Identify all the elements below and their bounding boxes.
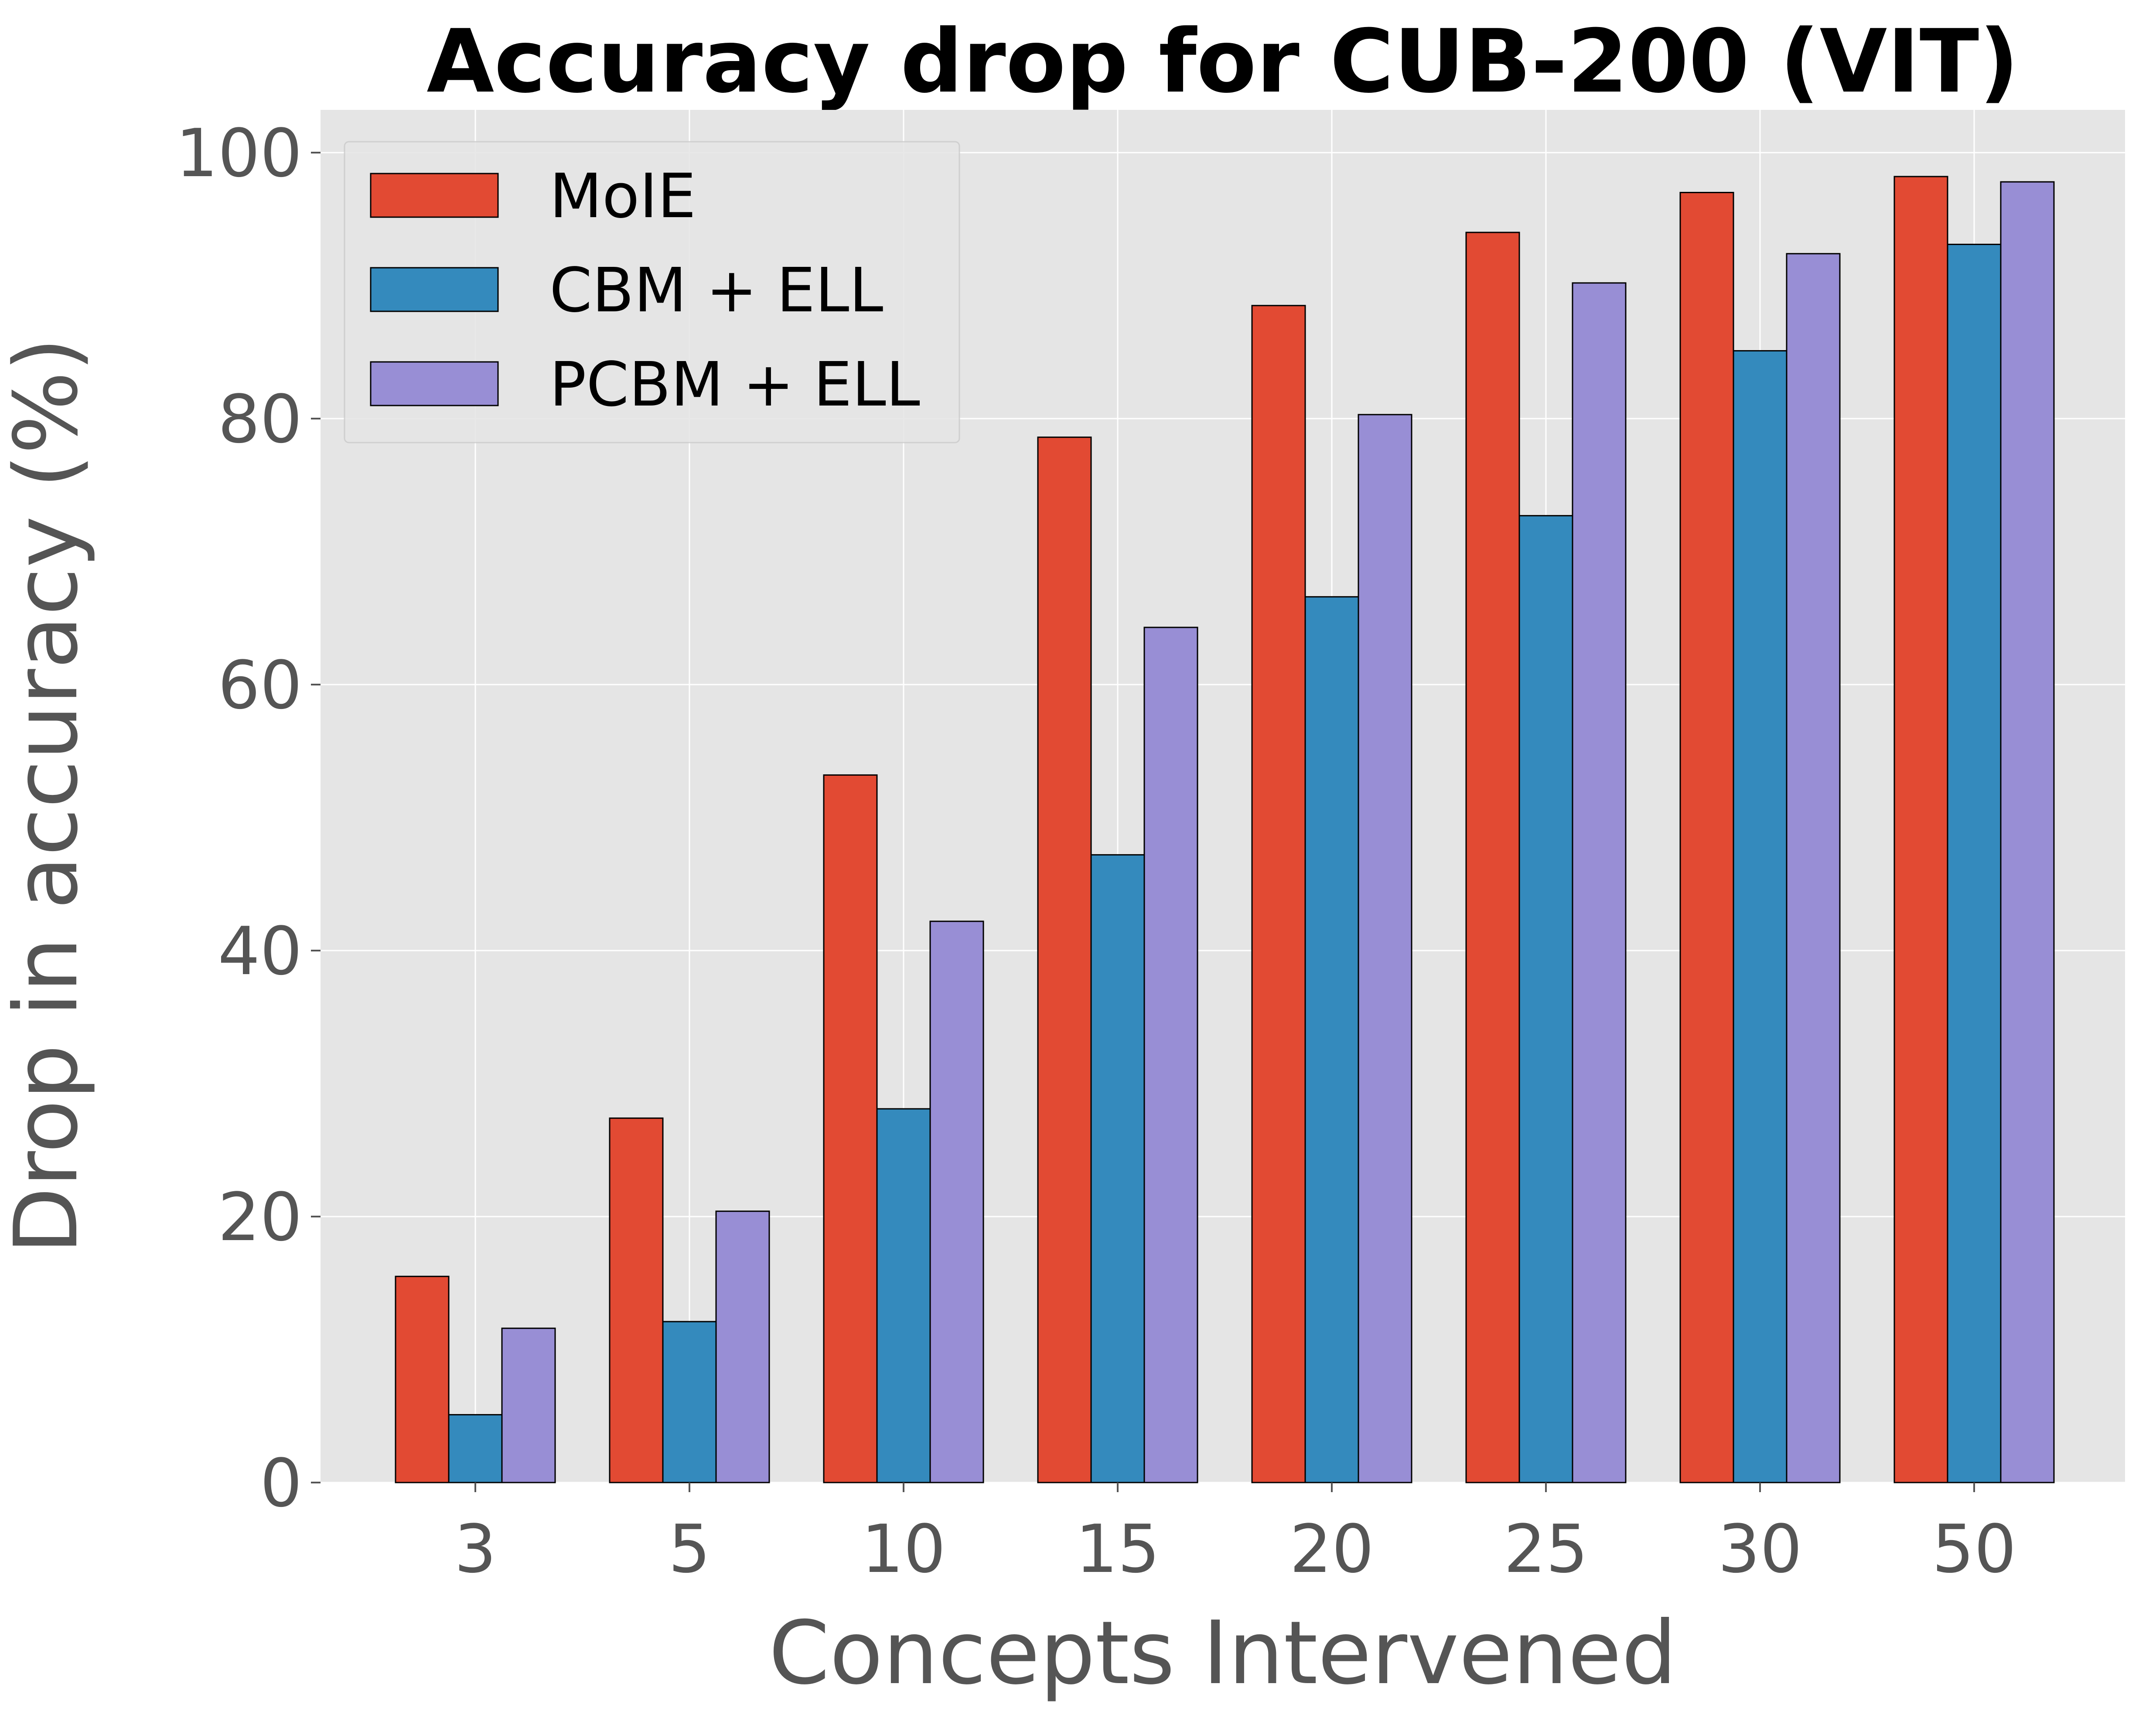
bar-moie-5 <box>609 1117 664 1483</box>
bar-moie-10 <box>823 774 878 1483</box>
bar-pcbm-ell-20 <box>1358 414 1412 1483</box>
x-tick-label: 5 <box>669 1510 711 1588</box>
bar-pcbm-ell-5 <box>715 1210 770 1483</box>
bar-cbm-ell-50 <box>1947 243 2002 1483</box>
bar-pcbm-ell-50 <box>2000 181 2055 1483</box>
y-axis-ticks: 0 20 40 60 80 100 <box>176 115 321 1522</box>
y-tick-label: 40 <box>218 913 302 990</box>
bar-moie-3 <box>395 1275 450 1483</box>
bar-cbm-ell-3 <box>448 1414 503 1483</box>
bars <box>395 176 2055 1483</box>
legend-swatch <box>370 267 499 312</box>
bar-cbm-ell-20 <box>1304 596 1359 1483</box>
legend-label: CBM + ELL <box>549 255 883 326</box>
y-tick-label: 20 <box>218 1179 302 1256</box>
bar-moie-30 <box>1679 192 1734 1483</box>
bar-moie-25 <box>1465 232 1520 1483</box>
bar-moie-20 <box>1251 305 1306 1483</box>
y-tick-label: 0 <box>260 1445 302 1522</box>
y-tick-label: 80 <box>218 381 302 458</box>
legend: MoIE CBM + ELL PCBM + ELL <box>344 141 960 443</box>
bar-cbm-ell-10 <box>876 1108 931 1483</box>
y-axis-label: Drop in accuracy (%) <box>0 337 97 1254</box>
bar-pcbm-ell-25 <box>1572 282 1627 1483</box>
x-axis-ticks: 3 5 10 15 20 25 30 50 <box>454 1483 2016 1588</box>
bar-pcbm-ell-30 <box>1786 253 1841 1483</box>
x-axis-label: Concepts Intervened <box>769 1602 1677 1704</box>
bar-moie-15 <box>1037 436 1092 1483</box>
legend-label: MoIE <box>549 161 696 232</box>
legend-swatch <box>370 361 499 406</box>
bar-cbm-ell-25 <box>1518 515 1573 1483</box>
x-tick-label: 25 <box>1504 1510 1588 1588</box>
bar-cbm-ell-5 <box>662 1321 717 1483</box>
bar-cbm-ell-30 <box>1733 350 1788 1483</box>
bar-moie-50 <box>1893 176 1948 1483</box>
x-tick-label: 3 <box>454 1510 497 1588</box>
x-tick-label: 15 <box>1075 1510 1160 1588</box>
x-tick-label: 50 <box>1932 1510 2016 1588</box>
y-tick-label: 60 <box>218 647 302 724</box>
x-tick-label: 30 <box>1718 1510 1802 1588</box>
bar-pcbm-ell-10 <box>929 920 984 1483</box>
bar-pcbm-ell-15 <box>1143 627 1198 1483</box>
x-tick-label: 10 <box>861 1510 945 1588</box>
chart-title: Accuracy drop for CUB-200 (VIT) <box>426 11 2019 112</box>
legend-swatch <box>370 173 499 218</box>
bar-cbm-ell-15 <box>1090 854 1145 1483</box>
x-tick-label: 20 <box>1290 1510 1374 1588</box>
legend-label: PCBM + ELL <box>549 349 920 420</box>
bar-pcbm-ell-3 <box>501 1327 556 1483</box>
y-tick-label: 100 <box>176 115 302 192</box>
